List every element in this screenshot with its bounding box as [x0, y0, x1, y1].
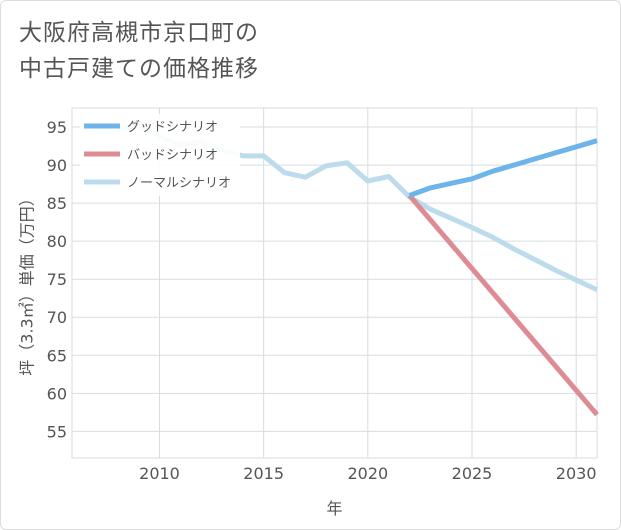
x-tick-label: 2020 [347, 464, 388, 483]
series-line-1 [407, 193, 599, 417]
y-tick-labels: 55 60 65 70 75 80 85 90 95 [47, 118, 67, 441]
y-tick-label: 75 [47, 270, 67, 289]
legend-label: グッドシナリオ [127, 120, 218, 135]
series-line-0 [408, 138, 598, 198]
x-tick-labels: 2010 2015 2020 2025 2030 [139, 464, 596, 483]
y-tick-label: 85 [47, 194, 67, 213]
y-tick-label: 60 [47, 384, 67, 403]
y-axis-title: 坪（3.3㎡）単価（万円） [18, 190, 37, 375]
y-tick-label: 95 [47, 118, 67, 137]
y-tick-label: 70 [47, 308, 67, 327]
x-tick-label: 2010 [139, 464, 180, 483]
y-tick-label: 80 [47, 232, 67, 251]
x-tick-label: 2025 [452, 464, 493, 483]
x-axis-title: 年 [326, 499, 342, 518]
x-tick-label: 2030 [556, 464, 597, 483]
y-tick-label: 55 [47, 422, 67, 441]
legend-label: バッドシナリオ [127, 148, 218, 163]
chart-title-line1: 大阪府高槻市京口町の [19, 20, 259, 46]
chart-title: 大阪府高槻市京口町の 中古戸建ての価格推移 [19, 15, 259, 87]
y-tick-label: 90 [47, 156, 67, 175]
legend-label: ノーマルシナリオ [127, 176, 231, 191]
y-tick-label: 65 [47, 346, 67, 365]
x-tick-label: 2015 [243, 464, 284, 483]
chart-title-line2: 中古戸建ての価格推移 [19, 56, 259, 82]
